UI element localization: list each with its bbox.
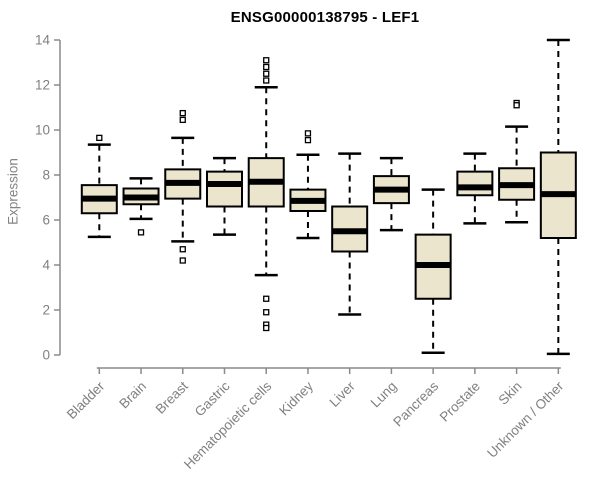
outlier-point (179, 246, 186, 253)
median-line (540, 191, 576, 198)
median-line (248, 178, 284, 185)
outlier-point (304, 130, 312, 137)
median-line (332, 228, 368, 235)
x-tick-label: Bladder (64, 378, 108, 422)
x-tick-label: Brain (116, 379, 149, 412)
y-tick-label: 8 (42, 168, 50, 183)
outlier-point (263, 295, 270, 302)
x-tick-label: Skin (496, 379, 525, 408)
x-tick-label: Lung (368, 379, 400, 411)
outlier-point (513, 102, 520, 109)
x-tick-label: Gastric (192, 378, 233, 419)
outlier-point (263, 63, 270, 71)
y-tick-label: 0 (42, 348, 50, 363)
box (456, 170, 494, 197)
median-line (123, 194, 159, 201)
outlier-point (179, 116, 186, 124)
y-tick-label: 14 (35, 33, 51, 48)
outlier-point (263, 309, 270, 316)
median-line (81, 195, 117, 202)
outlier-point (96, 134, 103, 142)
x-tick-label: Unknown / Other (484, 378, 567, 461)
x-tick-label: Breast (153, 378, 191, 416)
y-tick-label: 4 (42, 258, 50, 273)
y-tick-label: 12 (35, 78, 50, 93)
median-line (206, 181, 242, 187)
y-tick-label: 6 (42, 213, 50, 228)
x-tick-label: Kidney (276, 378, 316, 418)
median-line (415, 262, 451, 268)
median-line (290, 197, 326, 204)
x-tick-label: Prostate (437, 379, 483, 425)
x-tick-label: Liver (327, 378, 359, 410)
outlier-point (263, 57, 270, 64)
outlier-point (263, 324, 270, 332)
outlier-point (263, 70, 270, 77)
outlier-point (137, 229, 145, 236)
median-line (373, 186, 409, 193)
median-line (165, 179, 201, 186)
outlier-point (179, 109, 186, 117)
y-tick-label: 2 (42, 303, 50, 318)
x-tick-label: Pancreas (390, 378, 441, 429)
median-line (499, 182, 535, 189)
outlier-point (263, 77, 270, 84)
box (205, 170, 243, 208)
outlier-point (304, 136, 312, 144)
median-line (457, 184, 493, 191)
y-tick-label: 10 (35, 123, 50, 138)
outlier-point (179, 257, 186, 264)
chart-title: ENSG00000138795 - LEF1 (230, 9, 420, 26)
